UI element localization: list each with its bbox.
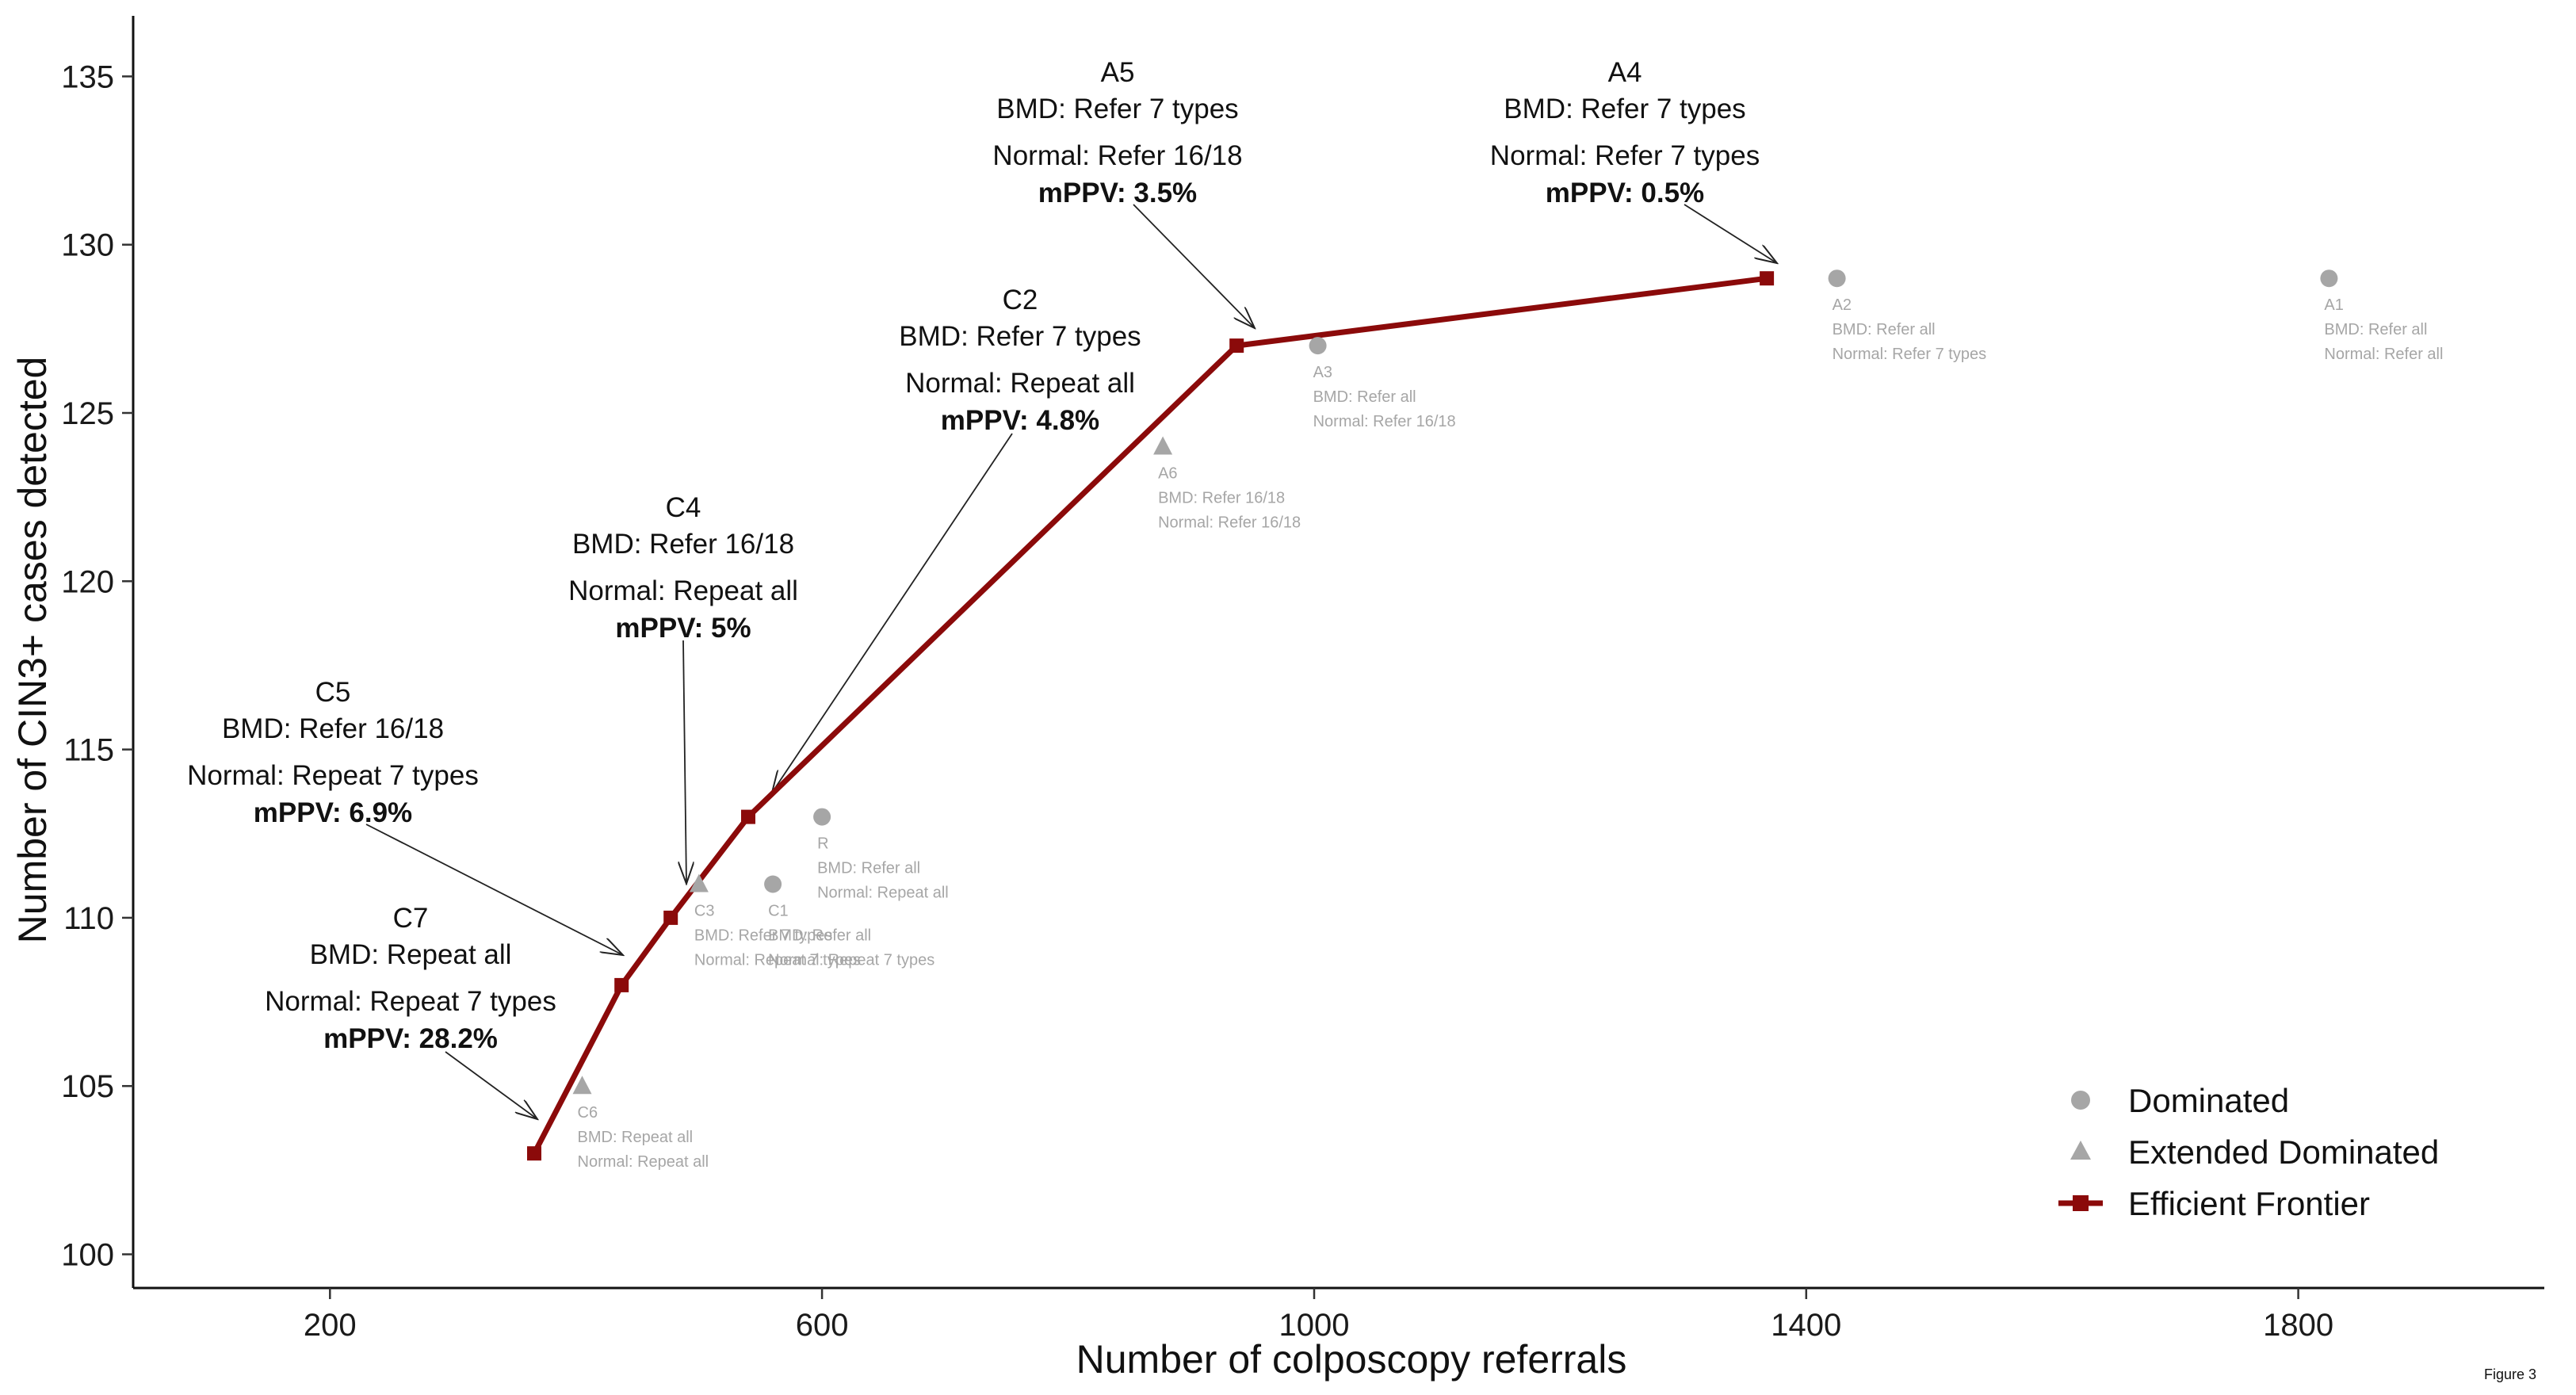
legend-triangle-icon: [2070, 1141, 2091, 1160]
point-label-c1: C1: [768, 903, 789, 920]
frontier-line: [531, 275, 1768, 1155]
annotation-c4-line: BMD: Refer 16/18: [572, 529, 794, 560]
point-label-a3: Normal: Refer 16/18: [1313, 413, 1456, 430]
annotation-c5-line: C5: [315, 677, 351, 708]
data-points: [527, 269, 2338, 1161]
x-tick-label: 1400: [1771, 1308, 1841, 1343]
annotation-c2-arrow: [772, 433, 1013, 793]
axes: [132, 16, 2544, 1290]
annotation-a4-mppv: mPPV: 0.5%: [1546, 178, 1704, 208]
annotation-a4-arrow: [1684, 204, 1777, 263]
point-label-c1: Normal: Repeat 7 types: [768, 952, 934, 969]
x-tick-label: 1000: [1279, 1308, 1350, 1343]
legend-label: Dominated: [2128, 1082, 2289, 1119]
annotation-a5-line: BMD: Refer 7 types: [996, 94, 1238, 124]
annotation-c4-arrow: [683, 640, 686, 884]
point-label-a3: BMD: Refer all: [1313, 388, 1416, 406]
point-label-c3: Normal: Repeat 7 types: [694, 952, 861, 969]
annotations: C7 BMD: Repeat all Normal: Repeat 7 types m…: [187, 57, 1777, 1119]
point-label-c6: BMD: Repeat all: [578, 1129, 694, 1146]
point-label-a1: BMD: Refer all: [2324, 321, 2427, 338]
point-label-c3: C3: [694, 903, 715, 920]
point-label-a2: Normal: Refer 7 types: [1833, 346, 1987, 363]
annotation-c7-arrow: [445, 1051, 537, 1119]
y-tick-label: 135: [61, 59, 114, 94]
annotation-c2-line: C2: [1003, 285, 1038, 315]
annotation-c2-mppv: mPPV: 4.8%: [941, 405, 1099, 436]
dominated-point-c1: [764, 875, 782, 893]
dominated-point-a3: [1309, 337, 1327, 355]
annotation-c5-line: BMD: Refer 16/18: [222, 713, 444, 744]
axis-ticks: 200 600 1000 1400 1800 100 105 110 115 120 125 130 1…: [61, 59, 2333, 1343]
legend: Dominated Extended Dominated Efficient Fro…: [2058, 1082, 2439, 1222]
annotation-a5-mppv: mPPV: 3.5%: [1038, 178, 1197, 208]
point-label-c3: BMD: Refer 7 types: [694, 927, 833, 945]
point-label-a6: BMD: Refer 16/18: [1158, 490, 1285, 507]
x-tick-label: 600: [796, 1308, 849, 1343]
point-label-a2: A2: [1833, 296, 1852, 314]
frontier-point-c7: [527, 1146, 541, 1161]
x-tick-label: 1800: [2263, 1308, 2333, 1343]
annotation-c4-line: Normal: Repeat all: [568, 575, 798, 606]
dominated-point-a2: [1828, 269, 1846, 288]
dominated-point-r: [813, 808, 831, 826]
annotation-a5-line: A5: [1101, 57, 1135, 88]
annotation-c7-mppv: mPPV: 28.2%: [323, 1023, 498, 1054]
annotation-a4-line: Normal: Refer 7 types: [1490, 140, 1760, 171]
legend-square-icon: [2073, 1195, 2089, 1211]
extended-dominated-point-c3: [689, 873, 709, 892]
frontier-point-c4: [663, 910, 678, 925]
annotation-a4-line: BMD: Refer 7 types: [1504, 94, 1745, 124]
y-tick-label: 100: [61, 1238, 114, 1273]
annotation-a4-line: A4: [1608, 57, 1642, 88]
x-axis-title: Number of colposcopy referrals: [1076, 1337, 1627, 1382]
point-label-a6: Normal: Refer 16/18: [1158, 514, 1301, 532]
y-tick-label: 110: [63, 901, 114, 936]
point-label-a1: Normal: Refer all: [2324, 346, 2443, 363]
point-label-a3: A3: [1313, 364, 1332, 381]
annotation-c4-line: C4: [666, 492, 701, 523]
y-tick-label: 115: [63, 733, 114, 768]
annotation-c2-line: Normal: Repeat all: [905, 368, 1135, 399]
x-tick-label: 200: [304, 1308, 357, 1343]
frontier-point-a5: [1229, 338, 1244, 354]
annotation-c7-line: Normal: Repeat 7 types: [265, 986, 556, 1017]
y-tick-label: 105: [61, 1069, 114, 1104]
annotation-c5-line: Normal: Repeat 7 types: [187, 760, 479, 791]
extended-dominated-point-c6: [572, 1076, 592, 1095]
legend-label: Extended Dominated: [2128, 1133, 2439, 1171]
dominated-point-a1: [2320, 269, 2338, 288]
point-label-r: BMD: Refer all: [817, 860, 920, 877]
annotation-a5-arrow: [1133, 204, 1255, 328]
annotation-c7-line: BMD: Repeat all: [310, 939, 512, 970]
frontier-point-c5: [614, 977, 629, 992]
y-axis-title: Number of CIN3+ cases detected: [10, 357, 55, 944]
y-tick-label: 130: [61, 228, 114, 263]
point-label-c6: C6: [578, 1104, 598, 1122]
point-label-a1: A1: [2324, 296, 2343, 314]
extended-dominated-point-a6: [1153, 436, 1173, 455]
frontier-point-a4: [1760, 271, 1775, 286]
annotation-c2-line: BMD: Refer 7 types: [899, 321, 1141, 352]
annotation-c5-mppv: mPPV: 6.9%: [254, 797, 412, 828]
efficient-frontier: [531, 275, 1768, 1155]
point-label-c6: Normal: Repeat all: [578, 1153, 709, 1171]
point-label-c1: BMD: Refer all: [768, 927, 871, 945]
figure-footnote: Figure 3: [2484, 1366, 2536, 1382]
point-label-r: R: [817, 835, 828, 853]
annotation-c4-mppv: mPPV: 5%: [615, 613, 751, 644]
point-label-r: Normal: Repeat all: [817, 885, 949, 902]
annotation-c5-arrow: [365, 824, 623, 955]
annotation-c7-line: C7: [393, 903, 429, 934]
legend-label: Efficient Frontier: [2128, 1185, 2370, 1222]
y-tick-label: 125: [61, 396, 114, 431]
frontier-point-c2: [741, 809, 755, 824]
point-labels: A2 BMD: Refer all Normal: Refer 7 types A1 B…: [578, 296, 2444, 1171]
legend-circle-icon: [2071, 1091, 2090, 1110]
point-label-a6: A6: [1158, 465, 1177, 483]
point-label-a2: BMD: Refer all: [1833, 321, 1936, 338]
annotation-a5-line: Normal: Refer 16/18: [992, 140, 1242, 171]
y-tick-label: 120: [61, 564, 114, 599]
